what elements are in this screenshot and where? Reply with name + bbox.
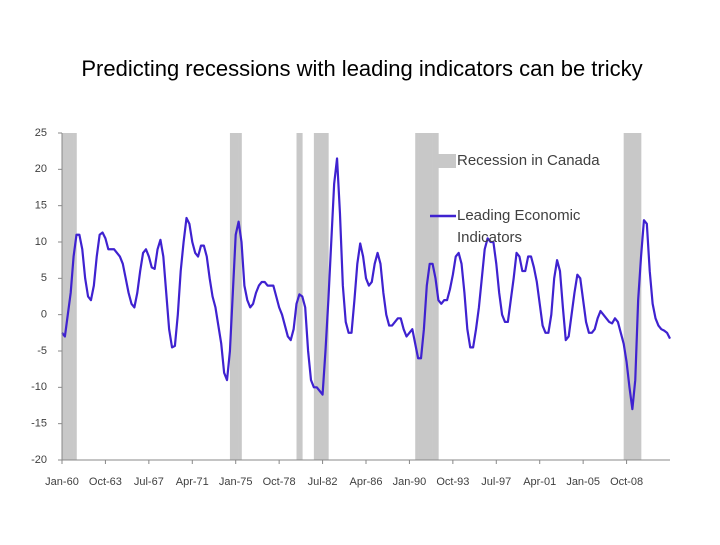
x-tick-label: Jan-75: [219, 476, 253, 488]
y-tick-label: 25: [35, 127, 47, 139]
x-tick-label: Oct-78: [263, 476, 296, 488]
x-tick-label: Jul-97: [481, 476, 511, 488]
lines: [61, 157, 671, 411]
recession-band: [623, 133, 627, 460]
y-tick-label: -15: [31, 418, 47, 430]
x-tick-label: Oct-63: [89, 476, 122, 488]
legend-label: Recession in Canada: [457, 152, 600, 169]
recession-band: [70, 133, 74, 460]
recession-band: [229, 133, 234, 460]
recession-band: [418, 133, 422, 460]
recession-band: [316, 133, 320, 460]
recession-band: [325, 133, 329, 460]
recession-band: [429, 133, 433, 460]
x-tick-label: Jul-67: [134, 476, 164, 488]
legend-swatch: [434, 154, 456, 168]
y-tick-label: 10: [35, 236, 47, 248]
recession-band: [64, 133, 69, 460]
recession-band: [319, 133, 323, 460]
recession-band: [638, 133, 642, 460]
legend-entry: Leading Economic Indicators: [457, 207, 581, 246]
recession-band: [629, 133, 633, 460]
y-tick-label: 0: [41, 309, 47, 321]
recession-band: [235, 133, 239, 460]
legend-entry: Recession in Canada: [457, 152, 600, 169]
x-tick-label: Oct-08: [610, 476, 643, 488]
recession-band: [62, 133, 66, 460]
legend-label: Leading Economic Indicators: [457, 207, 581, 246]
recession-band: [632, 133, 636, 460]
y-tick-label: 5: [41, 272, 47, 284]
recession-band: [626, 133, 630, 460]
recession-band: [635, 133, 639, 460]
recession-band: [313, 133, 318, 460]
y-tick-label: 20: [35, 163, 47, 175]
recession-band: [322, 133, 326, 460]
y-tick-label: 15: [35, 200, 47, 212]
chart-title: Predicting recessions with leading indic…: [81, 56, 642, 81]
x-tick-label: Apr-71: [176, 476, 209, 488]
y-tick-label: -10: [31, 381, 47, 393]
y-tick-label: -5: [37, 345, 47, 357]
x-tick-label: Apr-01: [523, 476, 556, 488]
recession-band: [426, 133, 430, 460]
recession-band: [421, 133, 425, 460]
x-tick-label: Oct-93: [436, 476, 469, 488]
y-tick-label: -20: [31, 454, 47, 466]
recession-band: [73, 133, 77, 460]
recession-band: [415, 133, 419, 460]
recession-band: [238, 133, 242, 460]
x-tick-label: Jul-82: [308, 476, 338, 488]
indicator-line: [61, 157, 671, 411]
recession-band: [432, 133, 436, 460]
x-tick-label: Jan-60: [45, 476, 79, 488]
x-tick-label: Apr-86: [349, 476, 382, 488]
x-tick-label: Jan-05: [566, 476, 600, 488]
recession-band: [232, 133, 237, 460]
x-tick-label: Jan-90: [393, 476, 427, 488]
